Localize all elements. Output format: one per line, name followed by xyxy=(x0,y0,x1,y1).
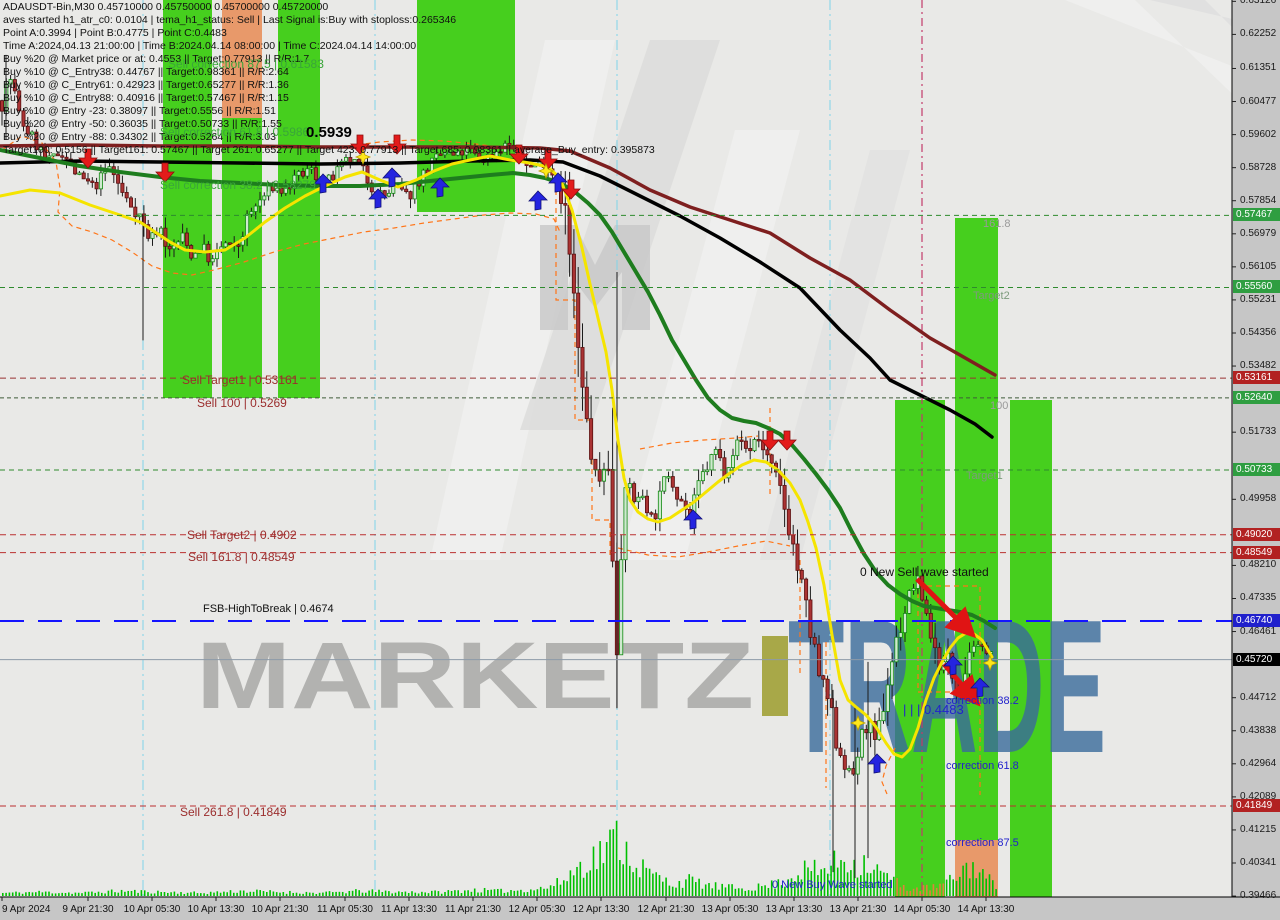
fib-zone-orange xyxy=(222,0,262,118)
sell-arrow-icon xyxy=(387,134,407,155)
star-marker-icon xyxy=(354,148,372,166)
star-marker-icon xyxy=(849,714,867,732)
buy-arrow-icon xyxy=(683,509,703,530)
sell-trend-arrow[interactable] xyxy=(942,662,981,707)
logo-shape xyxy=(620,130,800,560)
level-lines xyxy=(0,214,1232,807)
watermark-trade: TRADE xyxy=(788,581,1106,793)
star-marker-icon xyxy=(981,654,999,672)
orange-dashed-path xyxy=(555,190,611,558)
orange-dashed-path xyxy=(617,540,791,558)
watermark-separator-bar xyxy=(762,636,788,716)
fib-zone-green xyxy=(895,400,945,897)
axis-ticks xyxy=(1,0,1236,901)
logo-shape xyxy=(760,150,910,560)
ma-medium-green xyxy=(0,148,997,630)
buy-arrow-icon xyxy=(382,167,402,188)
buy-arrow-icon xyxy=(528,190,548,211)
volume-histogram xyxy=(2,820,997,896)
sell-arrow-icon xyxy=(78,148,98,169)
buy-arrow-icon xyxy=(867,753,887,774)
buy-arrow-icon xyxy=(548,172,568,193)
buy-arrow-icon xyxy=(313,173,333,194)
sell-trend-arrow[interactable] xyxy=(915,577,977,639)
watermark-marketz: MARKETZ xyxy=(196,623,754,729)
ma-slow-maroon xyxy=(0,143,997,377)
star-marker-icon xyxy=(537,162,555,180)
sell-arrow-icon xyxy=(561,179,581,200)
sell-arrow-icon xyxy=(777,430,797,451)
fib-zone-green xyxy=(955,218,998,897)
buy-arrow-icon xyxy=(430,177,450,198)
fib-zones xyxy=(163,0,1052,897)
signal-arrows xyxy=(78,134,999,774)
buy-arrow-icon xyxy=(970,677,990,698)
sell-arrow-icon xyxy=(509,144,529,165)
sell-arrow-icon xyxy=(760,430,780,451)
sell-arrow-icon xyxy=(538,149,558,170)
logo-shape xyxy=(430,40,615,560)
price-axis-strip[interactable] xyxy=(1232,0,1280,897)
orange-dashed-path xyxy=(639,435,759,450)
buy-arrow-icon xyxy=(368,188,388,209)
orange-dashed-path xyxy=(917,585,981,693)
orange-dashed-path xyxy=(1,135,561,276)
buy-arrow-icon xyxy=(943,655,963,676)
fib-zone-green xyxy=(1010,400,1052,897)
sell-arrow-icon xyxy=(350,134,370,155)
time-axis-strip[interactable] xyxy=(0,897,1280,920)
ma-slow-black xyxy=(0,158,994,439)
sell-arrow-icon xyxy=(155,162,175,183)
sell-wave-trendlines xyxy=(915,577,981,707)
orange-dashed-path xyxy=(881,747,896,795)
fib-zone-green xyxy=(163,0,212,398)
